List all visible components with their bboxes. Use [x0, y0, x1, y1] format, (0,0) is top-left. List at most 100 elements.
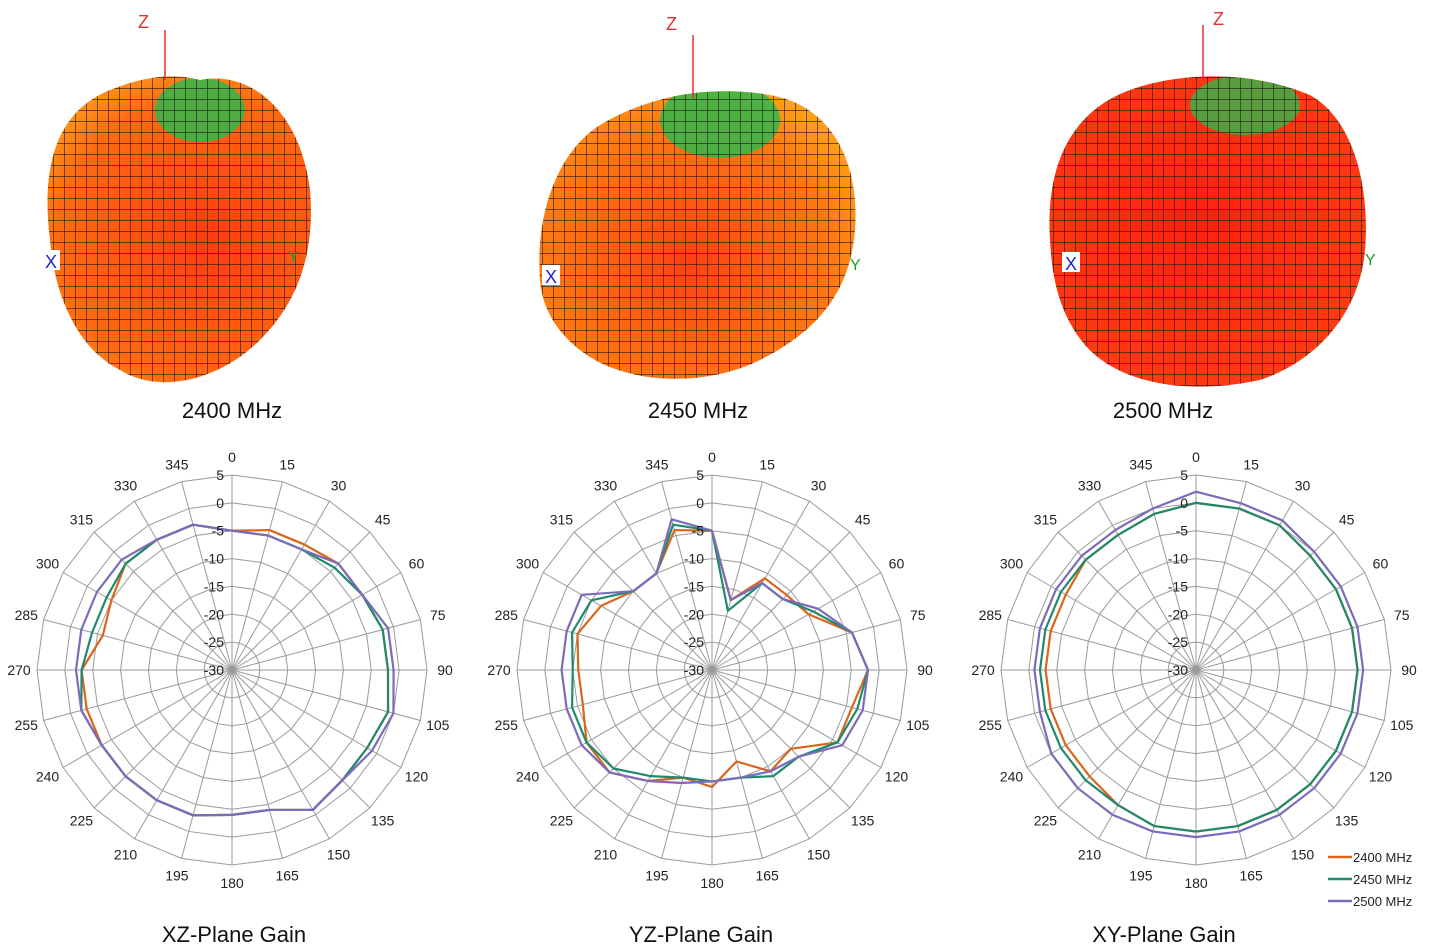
- radial-tick-label: -30: [1168, 662, 1188, 678]
- grid-spoke: [614, 669, 713, 840]
- grid-spoke: [134, 669, 233, 840]
- grid-spoke: [231, 669, 421, 721]
- angle-tick-label: 120: [1369, 769, 1393, 785]
- grid-spoke: [231, 669, 402, 768]
- freq-label-2500: 2500 MHz: [1112, 398, 1214, 423]
- grid-spoke: [1098, 669, 1197, 840]
- grid-spoke: [1026, 669, 1197, 768]
- radial-tick-label: -20: [1168, 606, 1188, 622]
- pattern-3d-2450: Z X Y: [520, 0, 940, 400]
- angle-tick-label: 165: [1239, 868, 1263, 884]
- radial-tick-label: -10: [1168, 551, 1188, 567]
- radial-tick-label: 0: [216, 495, 224, 511]
- angle-tick-label: 195: [1129, 868, 1153, 884]
- grid-spoke: [711, 531, 851, 671]
- polar-chart-xz-svg: 0 15 30 45 60 75 90 105 120 135 150 165 180 195 210 225…: [7, 449, 453, 891]
- angle-tick-label: 150: [807, 846, 831, 862]
- polar-chart-xy: 0 15 30 45 60 75 90 105 120 135 150 165 180 195 210 225…: [956, 448, 1436, 896]
- angle-tick-label: 225: [1034, 813, 1058, 829]
- legend-label-2450: 2450 MHz: [1353, 872, 1412, 887]
- angle-tick-label: 150: [1291, 846, 1315, 862]
- angle-tick-label: 30: [811, 478, 827, 494]
- angle-tick-label: 30: [331, 478, 347, 494]
- polar-chart-yz-svg: 0 15 30 45 60 75 90 105 120 135 150 165 180 195 210 225…: [487, 449, 933, 891]
- angle-tick-label: 255: [495, 717, 519, 733]
- radial-tick-label: -5: [212, 523, 225, 539]
- grid-spoke: [523, 669, 713, 721]
- angle-tick-label: 270: [7, 662, 31, 678]
- legend-item-2450: 2450 MHz: [1328, 872, 1412, 887]
- x-axis-label: X: [1065, 254, 1077, 274]
- grid-spoke: [711, 669, 882, 768]
- angle-tick-label: 60: [409, 556, 425, 572]
- grid-spoke: [1057, 669, 1197, 809]
- angle-tick-label: 90: [917, 662, 933, 678]
- pattern-3d-2450-graphic: Z X Y: [539, 14, 861, 379]
- angle-tick-label: 195: [165, 868, 189, 884]
- grid-spoke: [93, 669, 233, 809]
- grid-spoke: [231, 481, 283, 671]
- grid-spoke: [1195, 500, 1294, 671]
- chart-title-xy: XY-Plane Gain: [1092, 922, 1236, 947]
- angle-tick-label: 270: [487, 662, 511, 678]
- grid-spoke: [43, 669, 233, 721]
- y-axis-label: Y: [850, 257, 861, 274]
- radial-tick-label: -25: [204, 634, 224, 650]
- angle-tick-label: 75: [430, 607, 446, 623]
- freq-label-2450: 2450 MHz: [647, 398, 749, 423]
- radial-tick-label: -25: [1168, 634, 1188, 650]
- angle-tick-label: 165: [755, 868, 779, 884]
- legend-label-2400: 2400 MHz: [1353, 850, 1412, 865]
- angle-tick-label: 120: [405, 769, 429, 785]
- angle-tick-label: 0: [1192, 449, 1200, 465]
- angle-tick-label: 105: [426, 717, 450, 733]
- legend-item-2500: 2500 MHz: [1328, 894, 1412, 909]
- angle-tick-label: 270: [971, 662, 995, 678]
- grid-spoke: [542, 669, 713, 768]
- angle-tick-label: 300: [516, 556, 540, 572]
- grid-spoke: [231, 669, 371, 809]
- angle-tick-label: 330: [114, 478, 138, 494]
- grid-spoke: [181, 481, 233, 671]
- grid-spoke: [231, 572, 402, 671]
- angle-tick-label: 60: [1373, 556, 1389, 572]
- radial-tick-label: -15: [684, 578, 704, 594]
- z-axis-label: Z: [138, 12, 149, 32]
- grid-spoke: [1195, 669, 1335, 809]
- polar-chart-yz: 0 15 30 45 60 75 90 105 120 135 150 165 180 195 210 225…: [472, 448, 952, 896]
- angle-tick-label: 210: [114, 846, 138, 862]
- grid-spoke: [661, 669, 713, 859]
- angle-tick-label: 240: [516, 769, 540, 785]
- radial-tick-label: -15: [204, 578, 224, 594]
- series-line: [576, 528, 870, 789]
- angle-tick-label: 285: [979, 607, 1003, 623]
- radial-tick-label: -10: [684, 551, 704, 567]
- angle-tick-label: 345: [1129, 456, 1153, 472]
- x-axis-label: X: [45, 252, 57, 272]
- radial-tick-label: -10: [204, 551, 224, 567]
- angle-tick-label: 90: [1401, 662, 1417, 678]
- angle-tick-label: 75: [910, 607, 926, 623]
- angle-tick-label: 105: [1390, 717, 1414, 733]
- angle-tick-label: 315: [550, 511, 574, 527]
- grid-spoke: [711, 619, 901, 671]
- series-line: [560, 518, 870, 785]
- radial-tick-label: -25: [684, 634, 704, 650]
- angle-tick-label: 90: [437, 662, 453, 678]
- radial-tick-label: -5: [1176, 523, 1189, 539]
- angle-tick-label: 255: [979, 717, 1003, 733]
- angle-tick-label: 225: [70, 813, 94, 829]
- angle-tick-label: 255: [15, 717, 39, 733]
- angle-tick-label: 180: [220, 875, 244, 891]
- radial-tick-label: 5: [696, 467, 704, 483]
- pattern-3d-2400-graphic: Z X Y: [42, 12, 311, 383]
- angle-tick-label: 0: [708, 449, 716, 465]
- grid-spoke: [62, 669, 233, 768]
- grid-spoke: [711, 669, 901, 721]
- polar-chart-xy-svg: 0 15 30 45 60 75 90 105 120 135 150 165 180 195 210 225…: [971, 449, 1417, 891]
- angle-tick-label: 240: [1000, 769, 1024, 785]
- angle-tick-label: 300: [1000, 556, 1024, 572]
- angle-tick-label: 0: [228, 449, 236, 465]
- angle-tick-label: 150: [327, 846, 351, 862]
- angle-tick-label: 210: [594, 846, 618, 862]
